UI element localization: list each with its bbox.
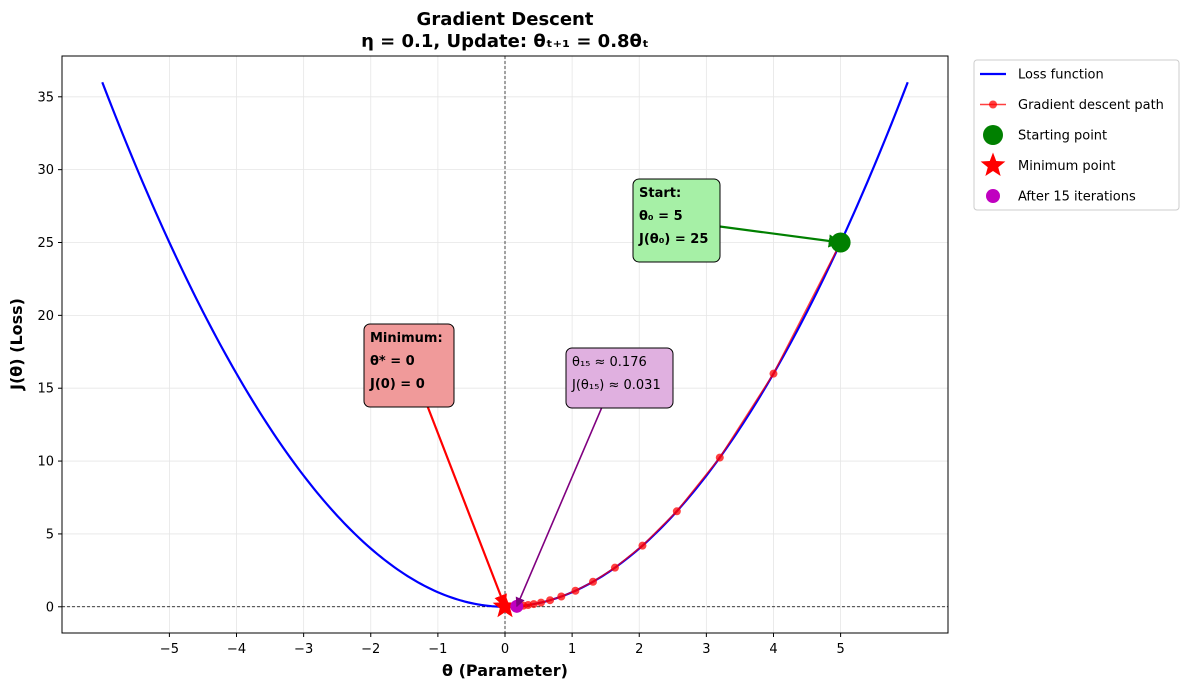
legend-swatch-dot [989, 100, 997, 109]
annotation-final: θ₁₅ ≈ 0.176 J(θ₁₅) ≈ 0.031 [515, 347, 674, 608]
legend: Loss function Gradient descent path Starti… [973, 59, 1180, 211]
y-tick-label: 25 [37, 236, 54, 251]
annotation-box-minimum [363, 323, 455, 408]
chart-title-line1: Gradient Descent [417, 9, 594, 30]
legend-entry: Loss function [980, 68, 1104, 83]
annotation-minimum: Minimum: θ* = 0 J(0) = 0 [363, 323, 507, 609]
legend-label: Starting point [1018, 129, 1107, 144]
annotation-box-start [632, 178, 721, 263]
legend-swatch-star [980, 152, 1006, 177]
x-tick-label: 2 [635, 642, 643, 657]
x-tick-label: −2 [361, 642, 380, 657]
y-tick-label: 15 [37, 382, 54, 397]
descent-path-line [516, 242, 842, 608]
descent-path-point [588, 577, 597, 586]
y-tick-label: 5 [46, 527, 54, 542]
x-tick-label: 5 [836, 642, 844, 657]
legend-label: Gradient descent path [1018, 98, 1164, 113]
legend-entry: After 15 iterations [986, 189, 1136, 205]
chart-title-line2: η = 0.1, Update: θₜ₊₁ = 0.8θₜ [361, 31, 649, 52]
legend-entry: Starting point [983, 125, 1107, 145]
annotation-text-start: θ₀ = 5 [639, 209, 683, 224]
descent-path-point [546, 596, 555, 605]
annotation-start: Start: θ₀ = 5 J(θ₀) = 25 [632, 178, 842, 263]
annotation-text-start: Start: [639, 186, 681, 201]
x-tick-label: −5 [160, 642, 179, 657]
x-tick-label: −3 [294, 642, 313, 657]
x-tick-label: −1 [428, 642, 447, 657]
x-tick-label: 4 [769, 642, 777, 657]
x-tick-label: 3 [702, 642, 710, 657]
annotation-text-final: θ₁₅ ≈ 0.176 [572, 355, 647, 370]
descent-path-point [610, 563, 619, 572]
legend-swatch-circle [986, 189, 1000, 203]
descent-path-point [638, 541, 647, 550]
annotation-arrow-start [719, 225, 842, 248]
ticks: −5 −4 −3 −2 −1 0 1 2 3 4 5 0 5 10 15 20 25 30 35 [37, 90, 844, 657]
descent-path-point [715, 453, 724, 462]
legend-swatch-circle [983, 125, 1003, 145]
y-tick-label: 0 [46, 600, 54, 615]
descent-path-point [769, 369, 778, 378]
legend-label: Loss function [1018, 68, 1104, 83]
annotation-box-final [565, 347, 674, 409]
annotations: Start: θ₀ = 5 J(θ₀) = 25 Minimum: θ* = 0 J(0)… [363, 178, 842, 609]
annotation-text-minimum: J(0) = 0 [369, 377, 425, 392]
legend-label: After 15 iterations [1018, 190, 1136, 205]
x-tick-label: 1 [568, 642, 576, 657]
descent-path-point [571, 586, 580, 595]
annotation-arrow-minimum [423, 398, 507, 609]
y-tick-label: 20 [37, 309, 54, 324]
y-tick-label: 30 [37, 163, 54, 178]
y-tick-label: 35 [37, 90, 54, 105]
x-tick-label: 0 [501, 642, 509, 657]
descent-path-point [672, 507, 681, 516]
annotation-text-start: J(θ₀) = 25 [638, 232, 708, 247]
annotation-text-final: J(θ₁₅) ≈ 0.031 [571, 378, 661, 393]
legend-label: Minimum point [1018, 159, 1116, 174]
annotation-arrow-final [515, 398, 607, 608]
descent-path-point [537, 598, 546, 607]
legend-entry: Minimum point [980, 152, 1116, 177]
legend-frame [973, 59, 1180, 211]
y-tick-label: 10 [37, 455, 54, 470]
descent-path-point [557, 592, 566, 601]
y-axis-label: J(θ) (Loss) [7, 298, 26, 391]
annotation-text-minimum: θ* = 0 [370, 354, 415, 369]
x-axis-label: θ (Parameter) [442, 661, 568, 680]
legend-entry: Gradient descent path [980, 98, 1164, 113]
x-tick-label: −4 [227, 642, 246, 657]
annotation-text-minimum: Minimum: [370, 331, 443, 346]
